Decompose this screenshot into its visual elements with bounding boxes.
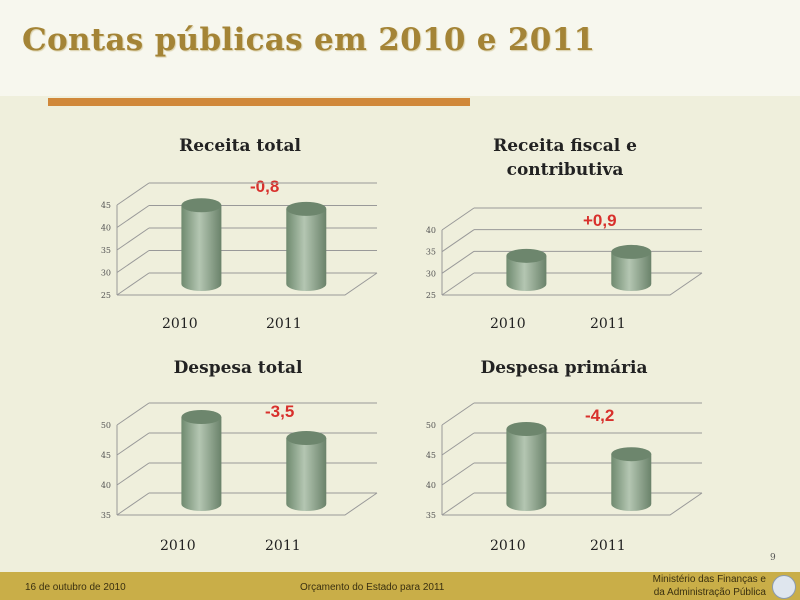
gridline-depth bbox=[441, 272, 475, 296]
chart-title: Despesa primária bbox=[480, 358, 648, 378]
floor-edge bbox=[442, 492, 703, 516]
gridline-depth bbox=[116, 272, 150, 296]
bar-2011 bbox=[286, 438, 327, 511]
bar-2010 bbox=[506, 429, 547, 511]
delta-annotation: +0,9 bbox=[583, 211, 617, 230]
gridline-depth bbox=[116, 250, 150, 273]
bar-2010 bbox=[181, 205, 222, 291]
y-tick-label: 35 bbox=[426, 511, 436, 520]
accent-bar bbox=[48, 98, 470, 106]
slide-title: Contas públicas em 2010 e 2011 bbox=[22, 22, 596, 58]
slide-header bbox=[0, 0, 800, 96]
bar-2010 bbox=[506, 255, 547, 291]
category-label: 2011 bbox=[590, 538, 626, 554]
bar-top-2010 bbox=[181, 410, 222, 424]
gridline-depth bbox=[116, 462, 150, 486]
y-tick-label: 45 bbox=[101, 201, 111, 210]
y-tick-label: 40 bbox=[426, 226, 436, 235]
chart-title: Receita fiscal e contributiva bbox=[493, 136, 637, 180]
y-tick-label: 45 bbox=[426, 451, 436, 460]
chart-receita-total: 25 30 35 40 45 bbox=[101, 182, 378, 300]
category-label: 2011 bbox=[265, 538, 301, 554]
chart-receita-fiscal: 25 30 35 40 bbox=[426, 207, 703, 300]
chart-despesa-total: 35 40 45 50 bbox=[101, 402, 378, 520]
category-label: 2010 bbox=[162, 316, 198, 332]
gridline-depth bbox=[441, 402, 475, 426]
bar-2011 bbox=[611, 454, 652, 511]
floor-edge bbox=[117, 492, 378, 516]
y-tick-label: 35 bbox=[101, 511, 111, 520]
y-tick-label: 45 bbox=[101, 451, 111, 460]
delta-annotation: -0,8 bbox=[250, 177, 280, 196]
floor-edge bbox=[442, 272, 703, 296]
chart-title: Despesa total bbox=[173, 358, 303, 378]
page-number: 9 bbox=[770, 553, 776, 563]
footer-title: Orçamento do Estado para 2011 bbox=[300, 582, 445, 593]
gridline-depth bbox=[441, 432, 475, 456]
y-tick-label: 35 bbox=[426, 248, 436, 257]
footer-date: 16 de outubro de 2010 bbox=[25, 582, 126, 593]
bar-top-2010 bbox=[506, 248, 547, 263]
floor-edge bbox=[117, 272, 378, 296]
y-tick-label: 30 bbox=[101, 269, 111, 278]
y-tick-label: 35 bbox=[101, 246, 111, 255]
footer: 16 de outubro de 2010 Orçamento do Estad… bbox=[0, 572, 800, 600]
gridline-depth bbox=[441, 250, 475, 274]
gridline-depth bbox=[441, 207, 475, 231]
bar-top-2010 bbox=[181, 198, 222, 213]
y-tick-label: 25 bbox=[101, 291, 111, 300]
gridline-depth bbox=[441, 462, 475, 486]
footer-ministry-line2: da Administração Pública bbox=[653, 587, 766, 598]
gridline-depth bbox=[116, 205, 150, 228]
y-tick-label: 30 bbox=[426, 269, 436, 278]
gridline-depth bbox=[441, 492, 475, 516]
bar-top-2010 bbox=[506, 422, 547, 436]
gridline-depth bbox=[116, 492, 150, 516]
y-tick-label: 40 bbox=[101, 481, 111, 490]
y-tick-label: 40 bbox=[101, 224, 111, 233]
category-label: 2011 bbox=[590, 316, 626, 332]
delta-annotation: -4,2 bbox=[585, 406, 615, 425]
chart-title: Receita total bbox=[179, 136, 301, 156]
bar-2011 bbox=[611, 251, 652, 291]
gridline-depth bbox=[116, 182, 150, 206]
gridline-depth bbox=[116, 432, 150, 456]
chart-despesa-primaria: 35 40 45 50 bbox=[426, 402, 703, 520]
gridline-depth bbox=[116, 227, 150, 251]
bar-top-2011 bbox=[611, 447, 652, 462]
gridline-depth bbox=[441, 229, 475, 253]
y-tick-label: 50 bbox=[101, 421, 111, 430]
category-label: 2010 bbox=[490, 538, 526, 554]
bar-top-2011 bbox=[611, 244, 652, 259]
bar-2010 bbox=[181, 417, 222, 511]
category-label: 2010 bbox=[490, 316, 526, 332]
category-label: 2011 bbox=[266, 316, 302, 332]
y-tick-label: 25 bbox=[426, 291, 436, 300]
gridline-depth bbox=[116, 402, 150, 426]
bar-top-2011 bbox=[286, 201, 327, 216]
bar-2011 bbox=[286, 208, 327, 291]
bar-top-2011 bbox=[286, 431, 327, 445]
y-tick-label: 40 bbox=[426, 481, 436, 490]
delta-annotation: -3,5 bbox=[265, 402, 295, 421]
ministry-logo-icon bbox=[772, 575, 796, 599]
category-label: 2010 bbox=[160, 538, 196, 554]
y-tick-label: 50 bbox=[426, 421, 436, 430]
footer-ministry: Ministério das Finanças e bbox=[652, 574, 766, 585]
